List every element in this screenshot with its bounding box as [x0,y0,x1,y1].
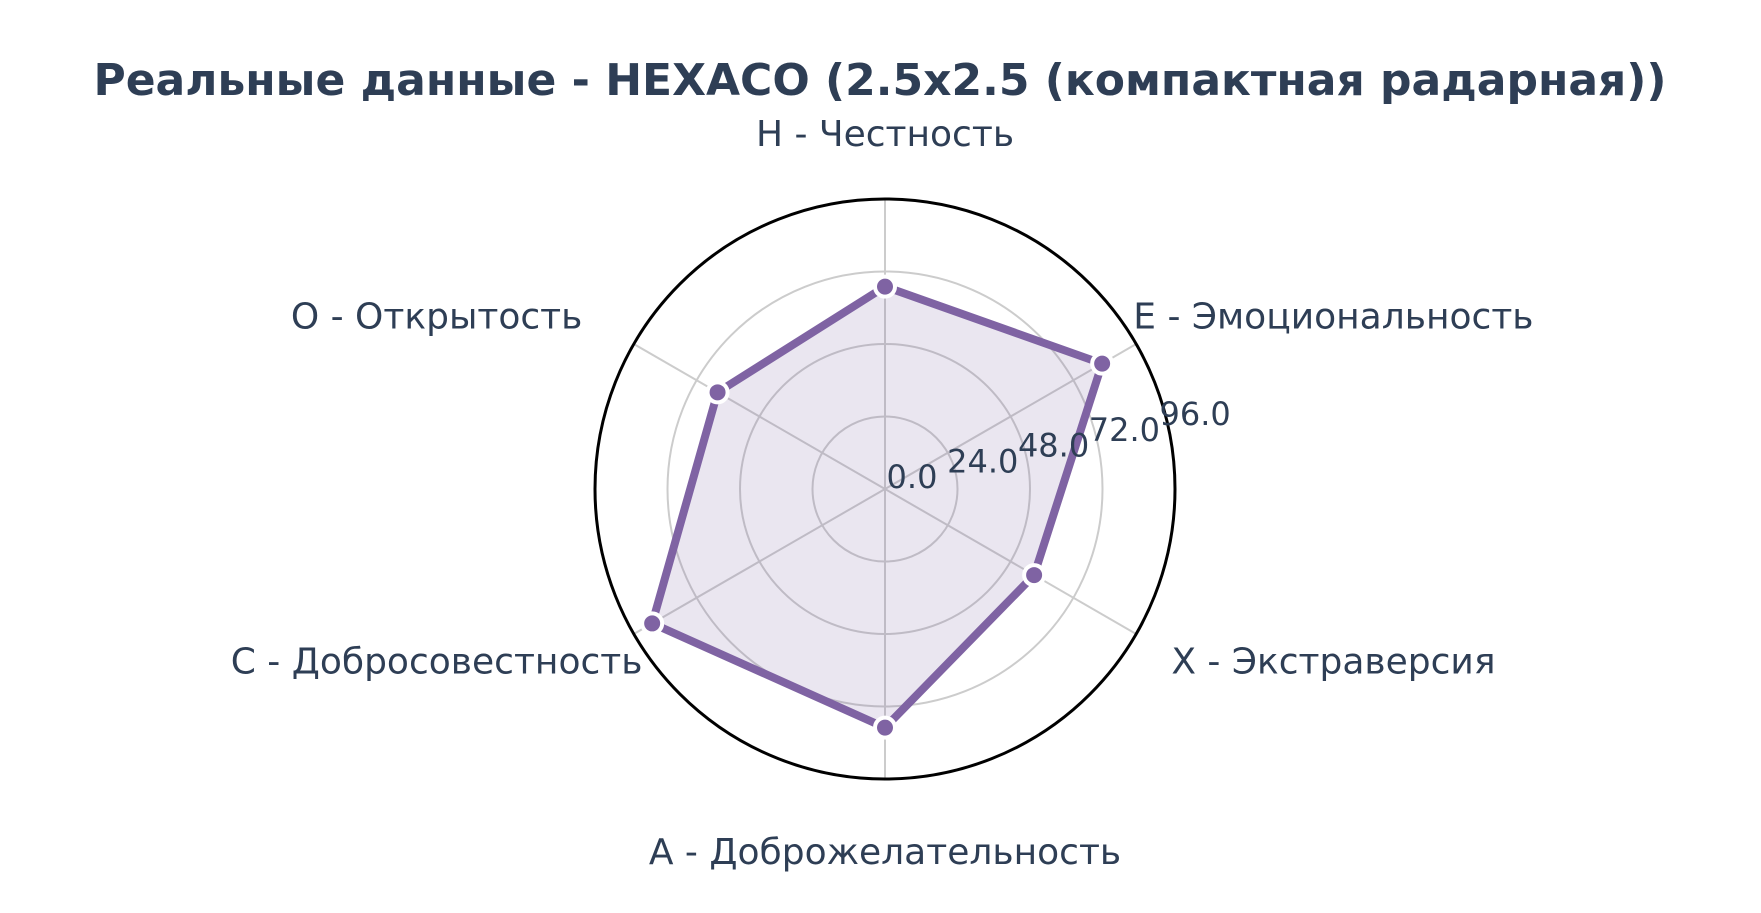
data-point [873,274,897,299]
r-tick-label: 96.0 [1160,395,1231,433]
series-layer [640,274,1115,740]
grid-layer [593,197,1177,781]
tick-layer: 0.0 24.0 48.0 72.0 96.0 [887,395,1231,496]
axis-label: H - Честность [756,114,1014,155]
axis-label: A - Доброжелательность [649,832,1121,873]
grid-spoke [633,343,886,490]
label-layer: H - Честность E - Эмоциональность X - Экст… [231,114,1534,873]
r-tick-label: 24.0 [947,442,1018,480]
grid-spoke [633,488,886,635]
data-point [873,715,897,740]
axis-label: X - Экстраверсия [1171,642,1495,683]
data-point [1090,351,1115,376]
data-point [705,380,730,405]
outer-frame [593,197,1177,781]
r-tick-label: 0.0 [887,458,938,496]
axis-label: E - Эмоциональность [1133,297,1533,338]
axis-label: C - Добросовестность [231,642,643,683]
r-tick-label: 48.0 [1018,427,1089,465]
chart-title: Реальные данные - HEXACO (2.5x2.5 (компа… [93,55,1666,106]
data-point [640,611,665,636]
r-tick-label: 72.0 [1089,411,1160,449]
axis-label: O - Открытость [291,297,583,338]
grid-spoke [884,488,1137,635]
series-area [652,286,1103,728]
data-point [1022,563,1047,588]
